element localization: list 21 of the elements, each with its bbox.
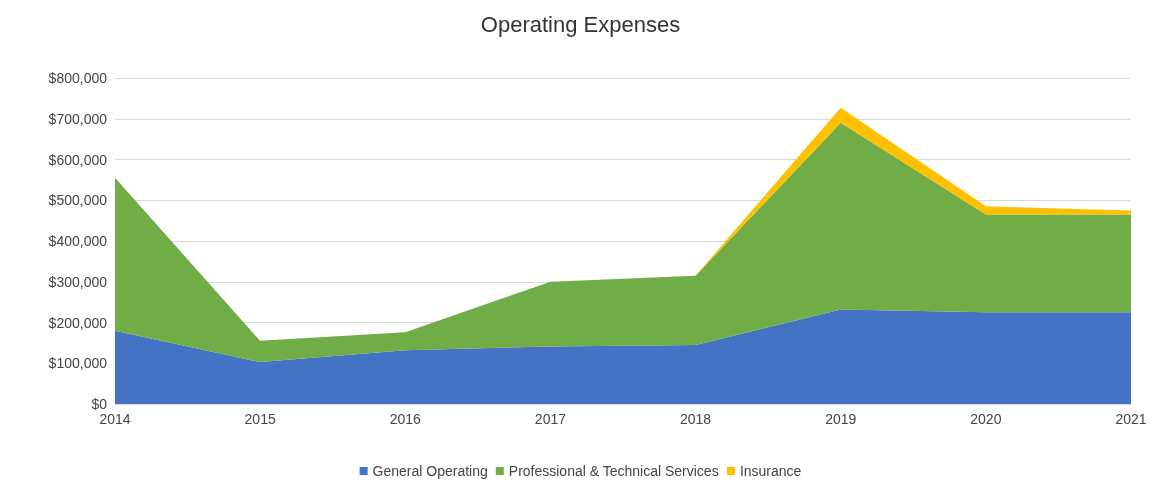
chart-title: Operating Expenses: [480, 11, 681, 37]
y-tick-label: $200,000: [48, 314, 108, 331]
x-tick-label: 2015: [244, 411, 276, 427]
y-tick-label: $0: [91, 396, 108, 412]
x-tick-label: 2021: [1115, 411, 1147, 427]
y-tick-label: $300,000: [48, 273, 108, 290]
y-tick-label: $500,000: [48, 192, 108, 209]
y-tick-label: $800,000: [48, 70, 108, 86]
y-tick-label: $100,000: [48, 355, 108, 372]
legend-label: Insurance: [739, 463, 802, 479]
y-tick-label: $600,000: [48, 151, 108, 168]
x-tick-label: 2018: [679, 411, 712, 427]
legend-label: General Operating: [372, 463, 488, 479]
y-tick-label: $400,000: [48, 233, 108, 249]
x-tick-label: 2019: [825, 411, 857, 427]
y-tick-label: $700,000: [48, 110, 108, 127]
x-tick-label: 2014: [99, 411, 131, 427]
x-tick-label: 2020: [970, 411, 1002, 427]
x-tick-label: 2017: [534, 411, 567, 427]
x-tick-label: 2016: [389, 411, 422, 427]
legend-label: Professional & Technical Services: [508, 463, 719, 479]
